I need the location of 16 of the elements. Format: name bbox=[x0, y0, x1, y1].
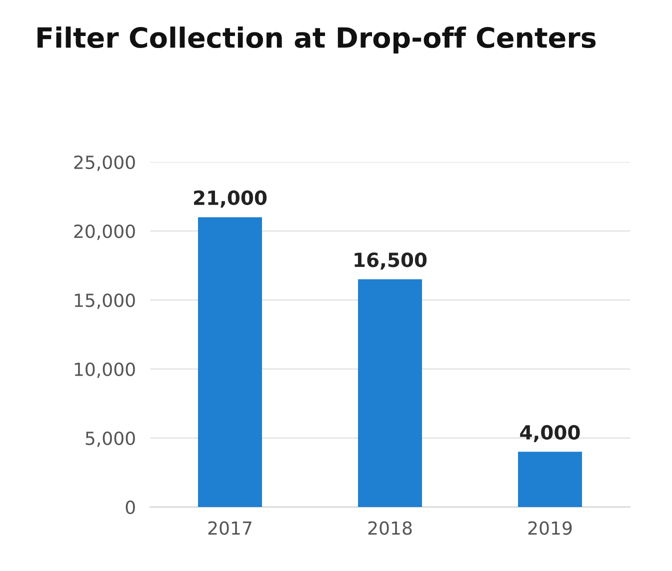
bar bbox=[358, 279, 422, 507]
y-tick-label: 10,000 bbox=[74, 362, 135, 378]
data-label: 21,000 bbox=[194, 190, 267, 208]
bar bbox=[198, 217, 262, 507]
x-tick-label: 2019 bbox=[528, 521, 572, 535]
y-tick-label: 15,000 bbox=[74, 293, 135, 309]
y-tick-label: 25,000 bbox=[74, 155, 135, 171]
y-tick-label: 0 bbox=[126, 500, 135, 514]
data-label: 4,000 bbox=[520, 424, 580, 442]
x-tick-label: 2018 bbox=[368, 521, 412, 535]
bar bbox=[518, 452, 582, 507]
x-tick-label: 2017 bbox=[208, 521, 252, 535]
data-label: 16,500 bbox=[354, 252, 427, 270]
chart-title: Filter Collection at Drop-off Centers bbox=[38, 26, 596, 54]
y-tick-label: 20,000 bbox=[74, 224, 135, 240]
y-tick-label: 5,000 bbox=[86, 431, 135, 447]
